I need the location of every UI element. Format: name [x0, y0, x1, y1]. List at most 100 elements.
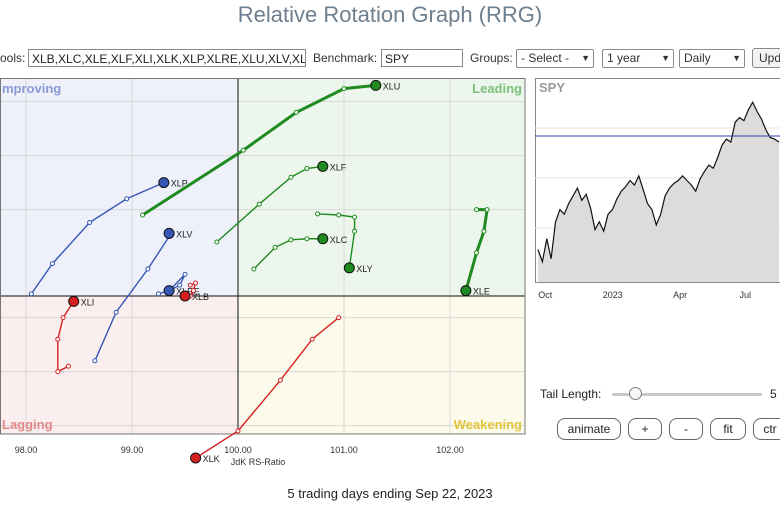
series-point-xlk: [277, 377, 283, 383]
series-head-xle[interactable]: [460, 285, 472, 297]
series-point-xle: [474, 207, 479, 213]
series-label-xle: XLE: [473, 287, 490, 297]
x-tick-label: 100.00: [224, 445, 252, 455]
quadrant-weakening-label: Weakening: [454, 417, 522, 432]
series-point-xlp: [28, 291, 34, 297]
rrg-x-ticks: 98.00 99.00 100.00 101.00 102.00: [15, 445, 464, 455]
series-head-xli[interactable]: [68, 295, 80, 307]
series-point-xlp: [50, 261, 55, 267]
benchmark-input[interactable]: SPY: [381, 49, 463, 67]
tail-length-track: [612, 393, 762, 396]
series-point-xlre: [156, 291, 161, 297]
series-label-xli: XLI: [81, 297, 95, 307]
chevron-down-icon: ▼: [661, 53, 670, 63]
spy-x-ticks: Oct 2023 Apr Jul: [538, 290, 751, 300]
spy-x-tick-label: Jul: [740, 290, 752, 300]
update-button[interactable]: Upd: [752, 48, 780, 68]
series-point-xlc: [272, 244, 278, 250]
series-head-xlf[interactable]: [317, 160, 329, 172]
series-point-xlre: [177, 282, 183, 288]
page-title: Relative Rotation Graph (RRG): [237, 2, 543, 27]
series-head-xly[interactable]: [343, 262, 355, 274]
series-point-xly: [352, 214, 358, 220]
series-point-xly: [336, 212, 342, 218]
rrg-quadrants: [0, 78, 525, 434]
series-point-xlf: [304, 166, 310, 172]
x-tick-label: 101.00: [330, 445, 358, 455]
series-point-xlu: [293, 109, 299, 115]
series-label-xlk: XLK: [203, 454, 220, 464]
series-label-xlb: XLB: [192, 292, 209, 302]
rrg-series-layer: XLUXLFXLCXLYXLEXLPXLVXLREXLBXLIXLK: [28, 79, 490, 464]
tail-length-slider[interactable]: [612, 387, 762, 401]
series-head-xlc[interactable]: [317, 233, 329, 245]
series-point-xlv: [92, 358, 98, 364]
spy-symbol-label: SPY: [539, 80, 565, 95]
groups-select[interactable]: - Select - ▼: [516, 49, 594, 68]
series-point-xlp: [124, 196, 130, 202]
series-label-xlv: XLV: [176, 229, 192, 239]
frequency-select-value: Daily: [684, 51, 711, 65]
series-point-xle: [474, 250, 479, 256]
toolbar: ools: XLB,XLC,XLE,XLF,XLI,XLK,XLP,XLRE,X…: [0, 48, 780, 70]
series-point-xlv: [113, 309, 119, 315]
tail-length-handle[interactable]: [628, 387, 642, 400]
quadrant-improving-bg: [0, 78, 238, 296]
series-point-xly: [352, 228, 358, 234]
series-head-xlb[interactable]: [179, 290, 191, 302]
series-point-xlb: [193, 280, 199, 286]
series-head-xlp[interactable]: [158, 177, 170, 189]
center-button[interactable]: ctr: [753, 418, 780, 440]
series-label-xlp: XLP: [171, 179, 188, 189]
rrg-chart[interactable]: mproving Leading Lagging Weakening XLU XL…: [0, 78, 530, 470]
series-point-xlp: [87, 220, 93, 226]
symbols-input[interactable]: XLB,XLC,XLE,XLF,XLI,XLK,XLP,XLRE,XLU,XLV…: [28, 49, 306, 67]
groups-label: Groups:: [470, 51, 513, 65]
series-point-xlv: [145, 266, 151, 272]
series-point-xli: [55, 369, 61, 375]
series-point-xle: [484, 207, 490, 213]
series-point-xlb: [190, 288, 196, 294]
series-point-xlf: [256, 201, 262, 207]
series-point-xlf: [288, 174, 294, 180]
status-text: 5 trading days ending Sep 22, 2023: [287, 486, 493, 501]
quadrant-leading-label: Leading: [472, 81, 522, 96]
series-point-xlu: [341, 86, 347, 92]
spy-price-line: [537, 101, 780, 264]
quadrant-leading-bg: [238, 78, 525, 296]
series-head-xlu[interactable]: [370, 79, 382, 91]
groups-select-value: - Select -: [521, 51, 570, 65]
spy-x-tick-label: Oct: [538, 290, 553, 300]
zoom-out-button[interactable]: -: [669, 418, 703, 440]
series-point-xly: [315, 211, 320, 217]
series-point-xlc: [304, 236, 310, 242]
quadrant-improving-label: mproving: [2, 81, 61, 96]
series-head-xlk[interactable]: [190, 452, 202, 464]
series-point-xlu: [140, 212, 146, 218]
spy-area: [538, 102, 779, 282]
zoom-in-button[interactable]: +: [628, 418, 662, 440]
fit-button[interactable]: fit: [710, 418, 746, 440]
period-select[interactable]: 1 year ▼: [602, 49, 674, 68]
series-point-xlre: [182, 271, 188, 277]
series-point-xlu: [240, 147, 246, 153]
series-point-xlc: [251, 266, 257, 272]
quadrant-lagging-label: Lagging: [2, 417, 53, 432]
x-axis-label: JdK RS-Ratio: [231, 457, 286, 467]
chevron-down-icon: ▼: [732, 53, 741, 63]
spy-x-tick-label: Apr: [673, 290, 687, 300]
spy-price-chart: SPY Oct 2023 Apr Jul: [535, 78, 780, 300]
chevron-down-icon: ▼: [581, 53, 590, 63]
series-point-xlk: [336, 315, 342, 321]
series-point-xlf: [214, 239, 220, 245]
animate-button[interactable]: animate: [557, 418, 621, 440]
x-tick-label: 98.00: [15, 445, 38, 455]
tail-length-label: Tail Length:: [540, 387, 602, 401]
rrg-grid: [0, 78, 525, 434]
period-select-value: 1 year: [607, 51, 641, 65]
series-point-xlc: [288, 237, 294, 243]
frequency-select[interactable]: Daily ▼: [679, 49, 745, 68]
series-head-xlv[interactable]: [163, 227, 175, 239]
series-head-xlre[interactable]: [163, 285, 175, 297]
series-point-xle: [481, 228, 487, 234]
